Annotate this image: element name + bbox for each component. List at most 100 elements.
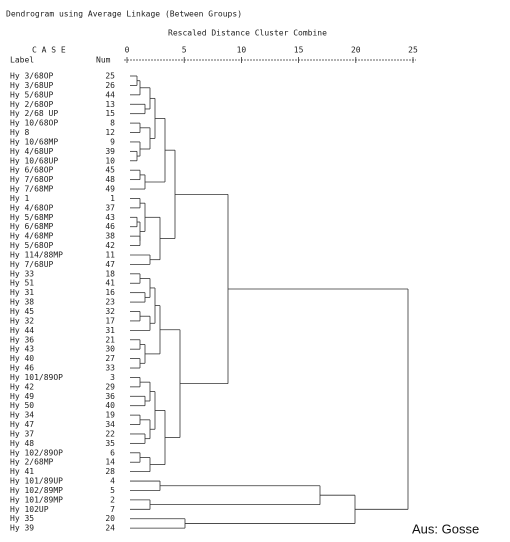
case-num: 38 xyxy=(105,232,115,241)
case-label: Hy 102UP xyxy=(10,505,49,514)
case-num: 29 xyxy=(105,382,115,391)
case-num: 41 xyxy=(105,279,115,288)
case-num: 30 xyxy=(105,345,115,354)
case-num: 34 xyxy=(105,420,115,429)
case-num: 32 xyxy=(105,307,115,316)
case-label: Hy 4/68OP xyxy=(10,203,54,212)
case-num: 1 xyxy=(110,194,115,203)
case-num: 21 xyxy=(105,335,115,344)
case-num: 12 xyxy=(105,128,115,137)
case-num: 19 xyxy=(105,411,115,420)
case-label: Hy 102/89OP xyxy=(10,448,63,457)
case-label: Hy 34 xyxy=(10,411,34,420)
case-label: Hy 3/68OP xyxy=(10,72,54,81)
case-label: Hy 101/89MP xyxy=(10,495,63,504)
case-num: 37 xyxy=(105,203,115,212)
case-label: Hy 4/68MP xyxy=(10,232,54,241)
label-header: Label xyxy=(10,56,34,65)
case-label: Hy 47 xyxy=(10,420,34,429)
case-label: Hy 45 xyxy=(10,307,34,316)
case-num: 20 xyxy=(105,514,115,523)
case-label: Hy 33 xyxy=(10,269,34,278)
case-num: 39 xyxy=(105,147,115,156)
case-label: Hy 2/68MP xyxy=(10,458,54,467)
num-header: Num xyxy=(96,56,111,65)
caption: Aus: Gosse xyxy=(412,521,479,536)
case-label: Hy 35 xyxy=(10,514,34,523)
case-label: Hy 42 xyxy=(10,382,34,391)
case-label: Hy 31 xyxy=(10,288,34,297)
case-num: 33 xyxy=(105,364,115,373)
case-num: 36 xyxy=(105,392,115,401)
case-num: 6 xyxy=(110,448,115,457)
case-label: Hy 3/68UP xyxy=(10,81,54,90)
case-label: Hy 101/89OP xyxy=(10,373,63,382)
case-label: Hy 10/68UP xyxy=(10,156,58,165)
case-num: 7 xyxy=(110,505,115,514)
case-label: Hy 37 xyxy=(10,429,34,438)
case-label: Hy 102/89MP xyxy=(10,486,63,495)
case-label: Hy 51 xyxy=(10,279,34,288)
case-num: 26 xyxy=(105,81,115,90)
case-num: 49 xyxy=(105,185,115,194)
case-num: 28 xyxy=(105,467,115,476)
case-label: Hy 7/68OP xyxy=(10,175,54,184)
case-num: 11 xyxy=(105,250,115,259)
case-label: Hy 44 xyxy=(10,326,34,335)
case-label: Hy 39 xyxy=(10,524,34,533)
case-num: 14 xyxy=(105,458,115,467)
case-num: 3 xyxy=(110,373,115,382)
case-num: 23 xyxy=(105,298,115,307)
case-num: 31 xyxy=(105,326,115,335)
case-num: 15 xyxy=(105,109,115,118)
subtitle: Rescaled Distance Cluster Combine xyxy=(168,29,327,38)
case-num: 40 xyxy=(105,401,115,410)
case-label: Hy 38 xyxy=(10,298,34,307)
case-num: 43 xyxy=(105,213,115,222)
case-header: C A S E xyxy=(32,46,66,55)
case-label: Hy 48 xyxy=(10,439,34,448)
case-num: 42 xyxy=(105,241,115,250)
case-num: 4 xyxy=(110,477,115,486)
case-label: Hy 36 xyxy=(10,335,34,344)
case-label: Hy 2/68OP xyxy=(10,100,54,109)
case-label: Hy 8 xyxy=(10,128,29,137)
case-label: Hy 114/88MP xyxy=(10,250,63,259)
axis-tick-label: 10 xyxy=(237,46,247,55)
axis-tick-label: 25 xyxy=(408,46,418,55)
case-num: 44 xyxy=(105,90,115,99)
case-label: Hy 10/68MP xyxy=(10,137,58,146)
axis-tick-label: 5 xyxy=(182,46,187,55)
axis-tick-label: 0 xyxy=(125,46,130,55)
case-num: 17 xyxy=(105,316,115,325)
case-num: 47 xyxy=(105,260,115,269)
case-num: 2 xyxy=(110,495,115,504)
case-label: Hy 1 xyxy=(10,194,29,203)
case-label: Hy 50 xyxy=(10,401,34,410)
case-num: 25 xyxy=(105,72,115,81)
case-num: 35 xyxy=(105,439,115,448)
case-label: Hy 2/68 UP xyxy=(10,109,58,118)
case-num: 5 xyxy=(110,486,115,495)
case-num: 16 xyxy=(105,288,115,297)
case-label: Hy 4/68UP xyxy=(10,147,54,156)
title: Dendrogram using Average Linkage (Betwee… xyxy=(6,10,242,19)
case-num: 9 xyxy=(110,137,115,146)
case-num: 10 xyxy=(105,156,115,165)
case-num: 45 xyxy=(105,166,115,175)
case-label: Hy 6/68MP xyxy=(10,222,54,231)
case-label: Hy 5/68MP xyxy=(10,213,54,222)
case-num: 48 xyxy=(105,175,115,184)
case-num: 8 xyxy=(110,119,115,128)
case-label: Hy 10/68OP xyxy=(10,119,58,128)
case-label: Hy 7/68MP xyxy=(10,185,54,194)
case-label: Hy 5/68UP xyxy=(10,90,54,99)
case-num: 27 xyxy=(105,354,115,363)
case-num: 13 xyxy=(105,100,115,109)
case-label: Hy 40 xyxy=(10,354,34,363)
case-num: 46 xyxy=(105,222,115,231)
case-label: Hy 46 xyxy=(10,364,34,373)
case-num: 24 xyxy=(105,524,115,533)
case-label: Hy 41 xyxy=(10,467,34,476)
